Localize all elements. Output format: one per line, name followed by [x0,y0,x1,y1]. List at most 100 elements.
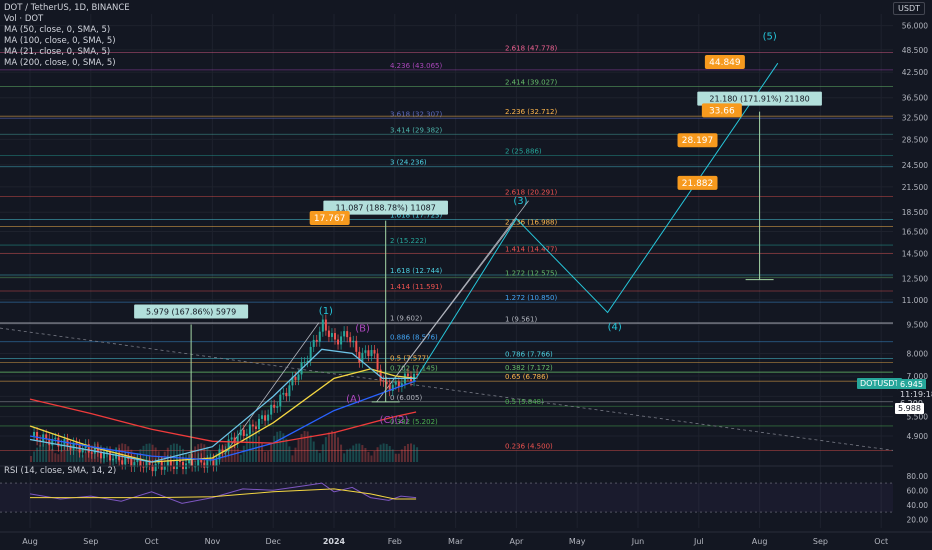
target-label: 21.882 [682,179,714,189]
volume-bar [233,440,236,462]
indicator-ma100[interactable]: MA (100, close, 0, SMA, 5) [4,36,116,46]
time-tick-label: Apr [509,537,524,546]
ma50-line [29,368,417,463]
indicator-ma200[interactable]: MA (200, close, 0, SMA, 5) [4,58,116,68]
volume-bar [182,448,184,462]
target-label: 44.849 [709,58,741,68]
candle-body [327,330,330,337]
candle-body [48,438,51,446]
candle-body [352,340,355,343]
fib-level-label: 2.618 (20.291) [505,189,557,197]
symbol-title[interactable]: DOT / TetherUS, 1D, BINANCE [4,3,130,13]
price-tick-label: 21.500 [902,183,928,192]
indicator-rsi[interactable]: RSI (14, close, SMA, 14, 2) [4,466,117,476]
volume-bar [416,447,419,462]
volume-bar [403,446,406,462]
volume-bar [194,446,197,462]
fib-level-label: 0.382 (5.202) [390,418,438,426]
price-tick-label: 32.500 [902,113,928,122]
rsi-ma-line [30,488,417,500]
candle-body [148,460,151,465]
wave-label: (A) [346,394,361,405]
candle-body [230,437,233,440]
volume-bar [81,455,84,462]
target-label: 28.197 [682,136,714,146]
fib-level-label: 3.618 (32.307) [390,110,442,118]
candle-body [96,446,99,452]
candle-body [267,414,270,421]
indicator-ma50[interactable]: MA (50, close, 0, SMA, 5) [4,25,111,35]
volume-bar [352,445,355,462]
candle-body [297,374,300,380]
candle-body [367,350,370,357]
volume-bar [294,447,297,462]
ma100-line [29,380,417,461]
candle-body [245,433,248,436]
volume-bar [267,451,270,462]
candle-body [142,466,145,468]
volume-bar [54,453,57,462]
candle-body [258,418,260,430]
volume-bar [84,452,87,462]
indicator-ma21[interactable]: MA (21, close, 0, SMA, 5) [4,47,111,57]
volume-bar [385,443,388,462]
time-tick-label: Nov [205,537,221,546]
target-box [309,211,350,226]
volume-bar [288,446,291,462]
volume-bar [273,435,276,462]
measure-box [323,200,448,215]
candle-body [136,458,139,463]
candle-body [330,333,333,337]
candle-body [346,331,349,338]
candle-body [303,362,306,364]
candle-body [139,458,142,467]
volume-bar [200,443,203,462]
volume-bar [410,443,412,462]
volume-bar [261,443,264,462]
volume-bar [264,451,267,462]
fib-level-label: 2 (15.222) [390,237,427,245]
volume-bar [60,449,63,462]
price-tick-label: 42.500 [902,68,928,77]
time-tick-label: Jul [693,537,704,546]
volume-bar [364,447,367,462]
candle-body [197,458,200,467]
candle-body [236,435,239,443]
volume-bar [388,446,391,462]
candle-body [324,319,327,331]
price-tick-label: 56.000 [902,22,928,31]
candle-body [194,466,197,468]
volume-bar [297,439,300,462]
volume-bar [57,454,60,462]
volume-bar [376,447,379,462]
volume-bar [36,447,39,462]
candle-body [221,449,224,453]
candle-body [406,373,409,377]
candle-body [227,439,230,452]
currency-button[interactable]: USDT [893,2,925,15]
volume-bar [282,433,285,462]
volume-bar [303,431,306,462]
candle-body [261,415,264,419]
time-tick-label: Aug [752,537,768,546]
wave-label: (C)(2) [380,415,409,426]
candle-body [133,462,136,467]
candle-body [87,444,90,453]
candle-body [364,350,367,353]
measure-box [134,304,249,319]
volume-bar [300,433,303,462]
target-label: 33.66 [709,106,735,116]
candle-body [188,458,191,464]
volume-bar [315,449,318,462]
fib-level-label: 3 (24.236) [390,159,427,167]
volume-bar [334,432,336,462]
volume-bar [48,445,51,462]
candle-body [154,463,157,472]
time-tick-label: Oct [874,537,888,546]
volume-bar [340,444,343,462]
candle-body [306,360,309,363]
candle-body [75,442,78,445]
indicator-volume[interactable]: Vol · DOT [4,14,44,24]
fib-level-label: 0.382 (7.172) [505,364,553,372]
